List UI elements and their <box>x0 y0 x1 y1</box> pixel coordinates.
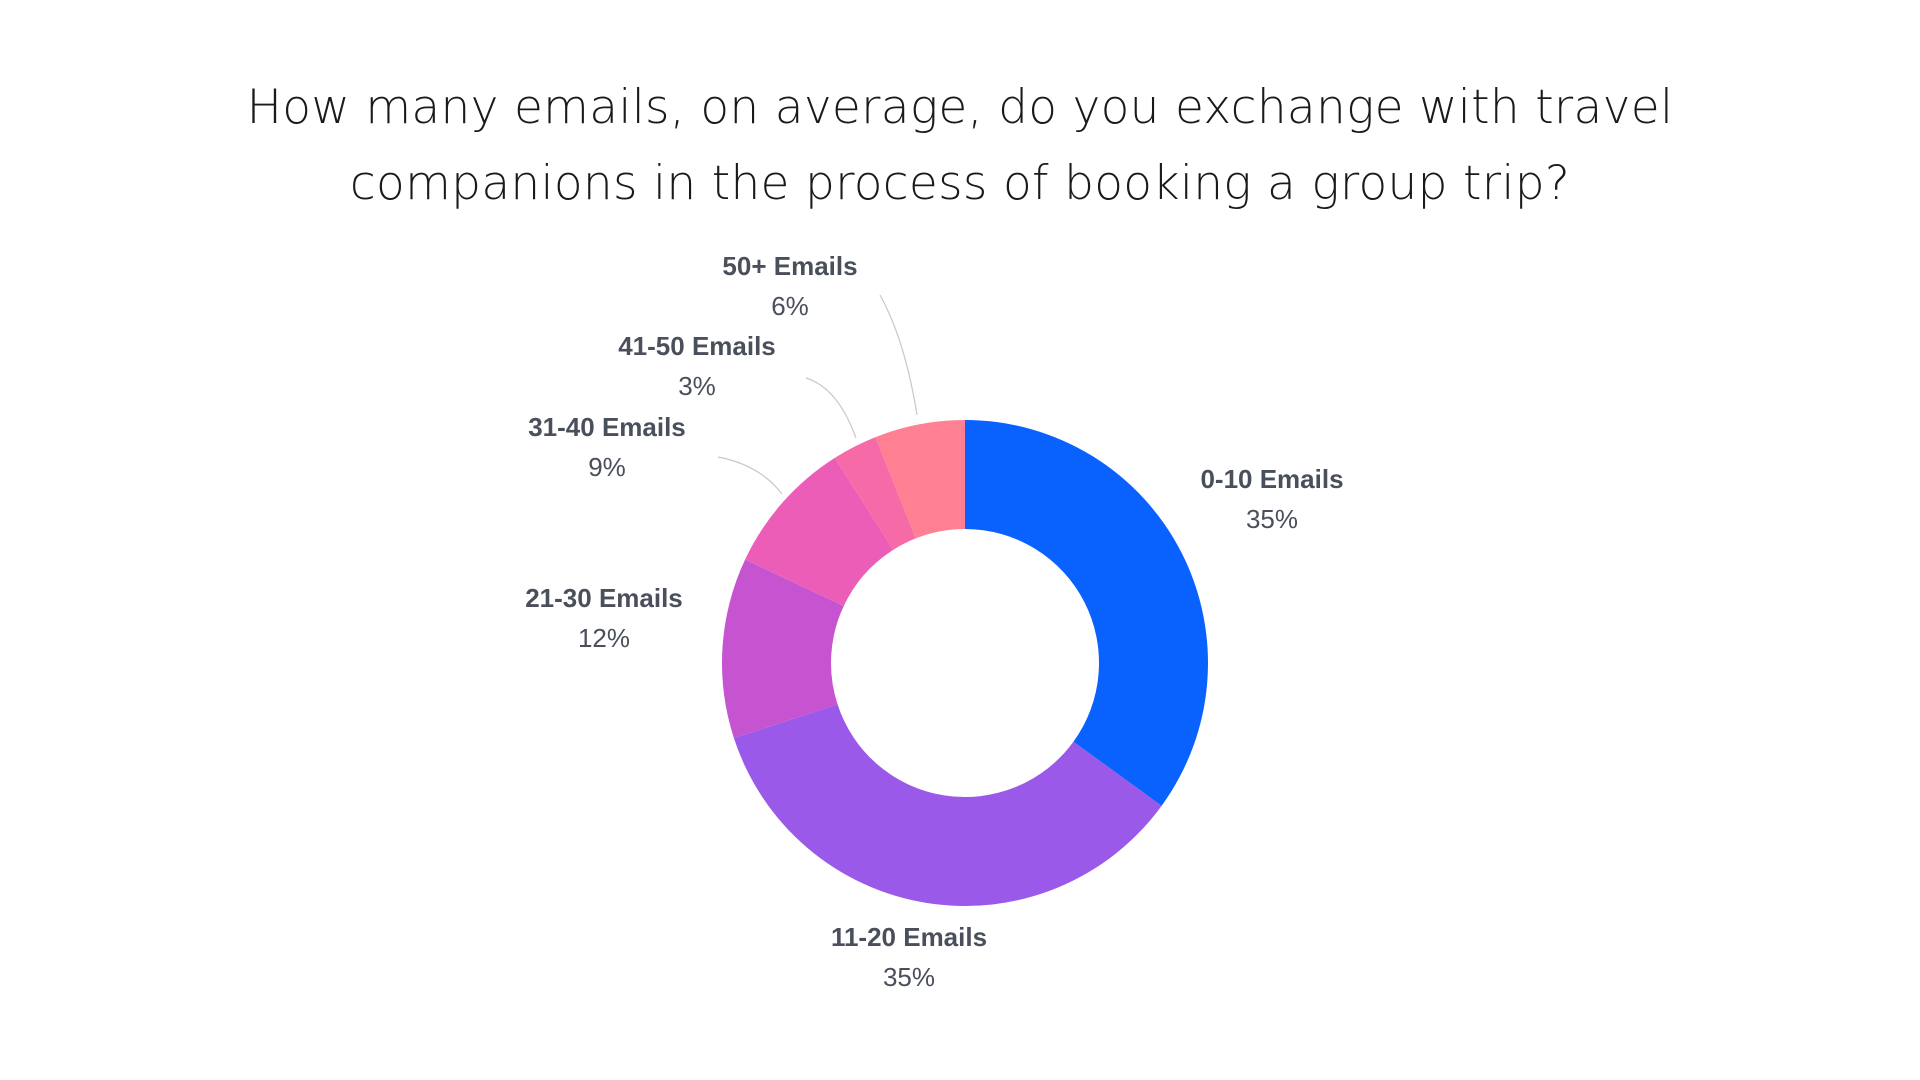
leader-line-31-40-emails <box>717 456 783 495</box>
leader-line-41-50-emails <box>805 377 857 439</box>
chart-title: How many emails, on average, do you exch… <box>160 70 1760 222</box>
slice-label-31-40-emails: 31-40 Emails <box>528 412 686 442</box>
slice-labels-group: 0-10 Emails 35% 11-20 Emails 35% 21-30 Email… <box>525 251 1343 992</box>
slice-value-31-40-emails: 9% <box>588 452 626 482</box>
slices-group <box>721 420 1208 906</box>
chart-title-line-1: How many emails, on average, do you exch… <box>246 80 1674 135</box>
leader-lines-group <box>717 294 918 495</box>
slice-41-50-emails <box>834 437 916 550</box>
slice-0-10-emails <box>965 420 1208 806</box>
slice-value-11-20-emails: 35% <box>883 962 935 992</box>
chart-title-line-2: companions in the process of booking a g… <box>349 156 1571 211</box>
slice-value-41-50-emails: 3% <box>678 371 716 401</box>
slice-label-0-10-emails: 0-10 Emails <box>1200 464 1343 494</box>
leader-line-50plus-emails <box>879 294 918 416</box>
slice-value-0-10-emails: 35% <box>1246 504 1298 534</box>
slice-value-21-30-emails: 12% <box>578 623 630 653</box>
slice-label-11-20-emails: 11-20 Emails <box>831 922 987 952</box>
slice-label-41-50-emails: 41-50 Emails <box>618 331 776 361</box>
slice-label-21-30-emails: 21-30 Emails <box>525 583 683 613</box>
slice-11-20-emails <box>733 704 1162 906</box>
slice-31-40-emails <box>745 457 894 606</box>
slice-21-30-emails <box>721 559 844 739</box>
slice-value-50plus-emails: 6% <box>771 291 809 321</box>
slice-50plus-emails <box>875 420 965 539</box>
slice-label-50plus-emails: 50+ Emails <box>722 251 857 281</box>
